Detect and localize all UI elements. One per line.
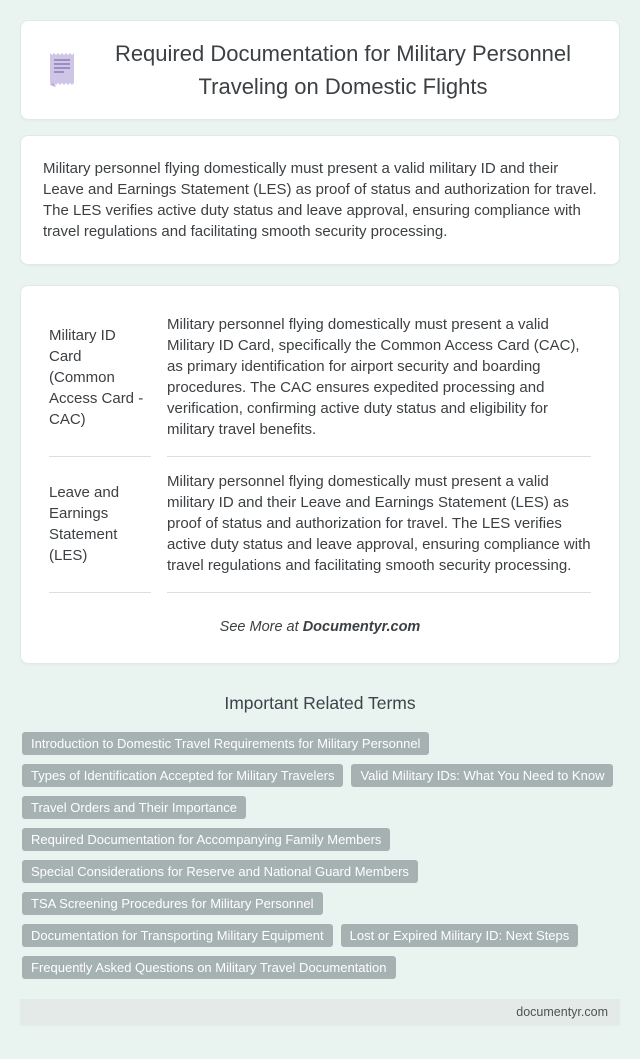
description-cell: Military personnel flying domestically m… bbox=[167, 457, 591, 593]
term-cell: Military ID Card (Common Access Card - C… bbox=[49, 300, 151, 457]
related-terms-list: Introduction to Domestic Travel Requirem… bbox=[22, 732, 622, 979]
related-term-tag[interactable]: Travel Orders and Their Importance bbox=[22, 796, 246, 819]
page-title: Required Documentation for Military Pers… bbox=[114, 41, 572, 99]
related-term-tag[interactable]: Types of Identification Accepted for Mil… bbox=[22, 764, 344, 787]
related-terms-heading: Important Related Terms bbox=[224, 693, 416, 713]
see-more-site-link[interactable]: Documentyr.com bbox=[302, 619, 421, 635]
related-term-tag[interactable]: Required Documentation for Accompanying … bbox=[22, 828, 391, 851]
see-more-prefix: See More at bbox=[219, 619, 299, 635]
footer-site-link[interactable]: documentyr.com bbox=[516, 1005, 608, 1019]
related-term-tag[interactable]: Documentation for Transporting Military … bbox=[22, 924, 333, 947]
receipt-icon bbox=[50, 53, 74, 87]
table-row: Leave and Earnings Statement (LES) Milit… bbox=[49, 457, 591, 593]
term-cell: Leave and Earnings Statement (LES) bbox=[49, 457, 151, 593]
related-term-tag[interactable]: Special Considerations for Reserve and N… bbox=[22, 860, 418, 883]
table-row: Military ID Card (Common Access Card - C… bbox=[49, 300, 591, 457]
glossary-card: Military ID Card (Common Access Card - C… bbox=[20, 285, 620, 664]
intro-card: Military personnel flying domestically m… bbox=[20, 135, 620, 265]
related-term-tag[interactable]: Valid Military IDs: What You Need to Kno… bbox=[351, 764, 614, 787]
intro-text: Military personnel flying domestically m… bbox=[43, 160, 597, 240]
description-cell: Military personnel flying domestically m… bbox=[167, 300, 591, 457]
see-more-line: See More at Documentyr.com bbox=[33, 619, 607, 635]
related-term-tag[interactable]: Frequently Asked Questions on Military T… bbox=[22, 956, 396, 979]
related-term-tag[interactable]: Lost or Expired Military ID: Next Steps bbox=[340, 924, 579, 947]
related-term-tag[interactable]: Introduction to Domestic Travel Requirem… bbox=[22, 732, 430, 755]
related-term-tag[interactable]: TSA Screening Procedures for Military Pe… bbox=[22, 892, 323, 915]
footer-bar: documentyr.com bbox=[20, 999, 620, 1026]
header-card: Required Documentation for Military Pers… bbox=[20, 20, 620, 120]
glossary-table: Military ID Card (Common Access Card - C… bbox=[33, 300, 607, 593]
